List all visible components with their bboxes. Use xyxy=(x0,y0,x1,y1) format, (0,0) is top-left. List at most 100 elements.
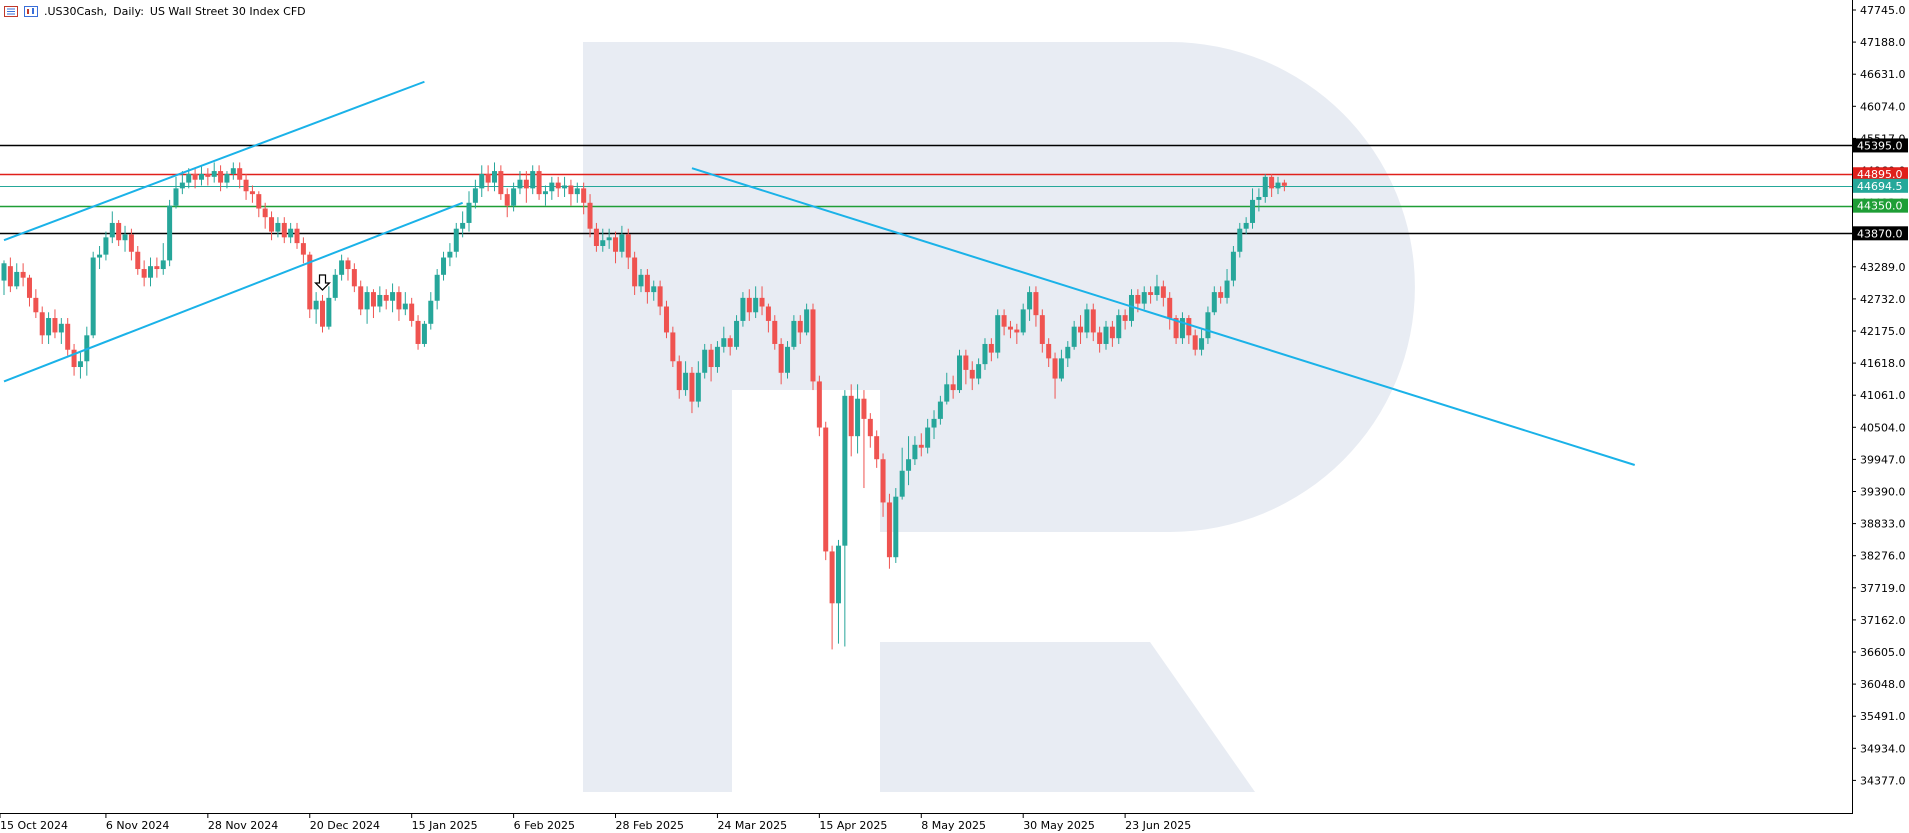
price-tag: 45395.0 xyxy=(1853,138,1908,153)
candle-body xyxy=(179,182,185,189)
candle xyxy=(613,231,619,264)
candle xyxy=(167,199,173,267)
candle-body xyxy=(332,274,338,298)
y-tick-label: 36048.0 xyxy=(1860,678,1906,691)
price-tag-bg xyxy=(1853,198,1908,213)
candle xyxy=(179,171,185,195)
candle-body xyxy=(14,271,20,287)
candle xyxy=(842,390,848,647)
candle xyxy=(358,280,364,316)
candle xyxy=(874,430,880,468)
y-tick-label: 47745.0 xyxy=(1860,4,1906,17)
candle-body xyxy=(1243,222,1249,229)
candles xyxy=(1,162,1287,650)
candle-body xyxy=(1141,292,1147,304)
candle xyxy=(1154,274,1160,301)
price-tag-bg xyxy=(1853,167,1908,182)
candle xyxy=(173,176,179,209)
candle-body xyxy=(600,240,606,246)
candle xyxy=(230,162,236,180)
x-tick-label: 15 Oct 2024 xyxy=(0,819,68,832)
trendlines[interactable] xyxy=(3,80,1636,466)
candle xyxy=(141,260,147,287)
candle-body xyxy=(409,303,415,321)
chart-window-icon[interactable] xyxy=(24,5,38,17)
candle xyxy=(237,162,243,189)
trendline xyxy=(691,167,1636,466)
candle xyxy=(281,217,287,244)
candle xyxy=(148,257,154,287)
candle xyxy=(542,185,548,206)
y-tick-label: 38833.0 xyxy=(1860,518,1906,531)
candle xyxy=(1007,320,1013,339)
candle xyxy=(211,162,217,183)
candle-body xyxy=(734,320,740,347)
candle-body xyxy=(772,320,778,344)
candle xyxy=(829,545,835,650)
candle-body xyxy=(294,228,300,244)
candle-body xyxy=(1275,182,1281,189)
candle-body xyxy=(434,274,440,301)
candle-body xyxy=(326,297,332,327)
candle-body xyxy=(351,269,357,287)
candle xyxy=(1052,352,1058,399)
candle xyxy=(479,165,485,198)
candle-body xyxy=(867,418,873,437)
candle xyxy=(192,168,198,189)
candle xyxy=(1097,326,1103,353)
candle xyxy=(26,274,32,307)
candle xyxy=(491,162,497,192)
y-tick-label: 46631.0 xyxy=(1860,68,1906,81)
candle-body xyxy=(581,188,587,203)
candle-body xyxy=(383,294,389,301)
candle xyxy=(390,283,396,313)
candle-body xyxy=(26,277,32,298)
candle-body xyxy=(619,234,625,252)
candle-body xyxy=(1160,286,1166,298)
candle-body xyxy=(1052,358,1058,379)
candle-body xyxy=(562,185,568,189)
candle-body xyxy=(874,436,880,460)
candle xyxy=(460,211,466,238)
candle xyxy=(1211,286,1217,316)
candle xyxy=(332,269,338,301)
candle xyxy=(428,292,434,330)
candle xyxy=(804,303,810,336)
candle xyxy=(562,176,568,198)
candle xyxy=(1039,309,1045,353)
candle xyxy=(638,269,644,293)
time-axis[interactable]: 15 Oct 2024 6 Nov 2024 28 Nov 2024 20 Dec 2… xyxy=(0,813,1191,832)
candle xyxy=(1,260,7,295)
candle xyxy=(644,269,650,304)
candle-body xyxy=(517,179,523,189)
x-tick-label: 20 Dec 2024 xyxy=(310,819,380,832)
candle xyxy=(925,418,931,454)
candle-body xyxy=(963,355,969,370)
candle xyxy=(1179,312,1185,344)
candle xyxy=(721,326,727,353)
candle-body xyxy=(1033,292,1039,316)
candle-body xyxy=(460,222,466,229)
price-tag-label: 45395.0 xyxy=(1857,139,1903,152)
y-tick-label: 34934.0 xyxy=(1860,742,1906,755)
candle-body xyxy=(1154,286,1160,295)
candle-body xyxy=(218,171,224,183)
candle xyxy=(1090,303,1096,342)
price-tag-label: 44694.5 xyxy=(1857,180,1903,193)
candle-body xyxy=(549,182,555,192)
y-tick-label: 37162.0 xyxy=(1860,614,1906,627)
candle-body xyxy=(453,228,459,252)
candle xyxy=(326,286,332,330)
symbol-list-icon[interactable] xyxy=(4,5,18,17)
candle-body xyxy=(1046,343,1052,359)
candle-body xyxy=(390,292,396,301)
candle xyxy=(300,237,306,264)
candle-body xyxy=(122,234,128,241)
candle xyxy=(421,320,427,347)
candle xyxy=(7,257,13,293)
candle-body xyxy=(141,269,147,278)
candle-body xyxy=(211,171,217,177)
candle-body xyxy=(39,312,45,336)
candle xyxy=(1148,286,1154,304)
